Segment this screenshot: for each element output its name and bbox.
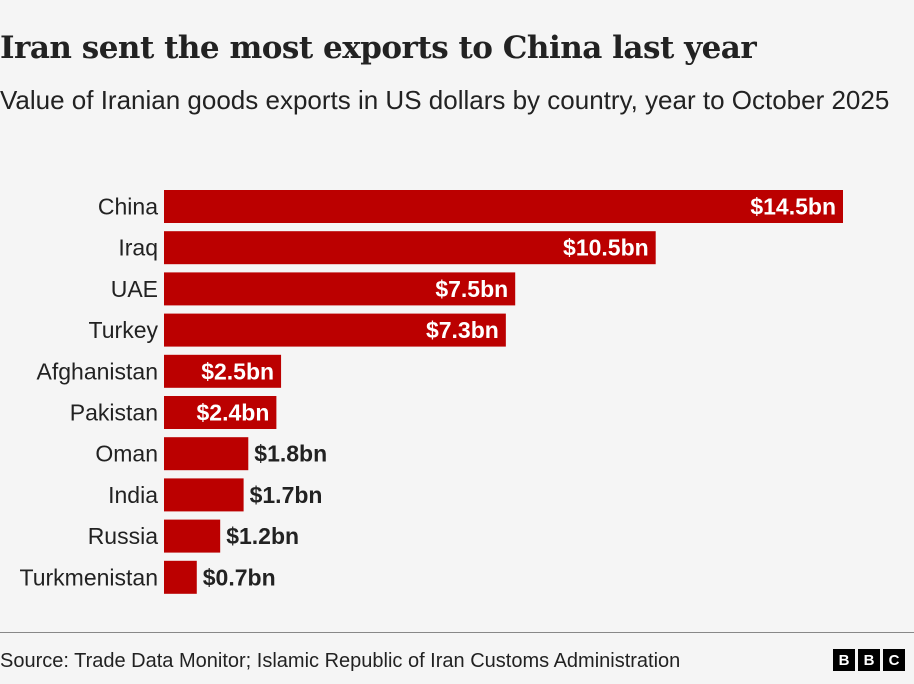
- bar-group: Oman $1.8bn: [95, 437, 327, 471]
- bar-group: India $1.7bn: [108, 478, 323, 512]
- source-note: Source: Trade Data Monitor; Islamic Repu…: [0, 650, 681, 672]
- bar-group: UAE $7.5bn: [111, 272, 516, 306]
- category-label: Turkey: [89, 317, 159, 343]
- data-label: $7.5bn: [435, 276, 508, 302]
- category-label: Iraq: [118, 235, 158, 261]
- category-label: China: [98, 194, 158, 220]
- bar: [164, 272, 516, 306]
- bar-group: Turkey $7.3bn: [89, 313, 506, 347]
- category-label: Russia: [88, 523, 159, 549]
- bbc-logo-letter: B: [858, 649, 880, 671]
- category-label: UAE: [111, 276, 158, 302]
- bar-group: China $14.5bn: [98, 190, 843, 223]
- data-label: $2.4bn: [197, 400, 270, 426]
- bar-chart: China $14.5bn Iraq $10.5bn UAE $7.5bn Turkey $7…: [20, 190, 843, 594]
- bar: [164, 313, 506, 347]
- bar: [164, 354, 282, 388]
- bar-group: Afghanistan $2.5bn: [37, 354, 282, 388]
- data-label: $0.7bn: [203, 564, 276, 590]
- bbc-logo-icon: B B C: [833, 649, 905, 671]
- bar: [164, 190, 843, 223]
- data-label: $1.2bn: [226, 523, 299, 549]
- data-label: $1.7bn: [250, 482, 323, 508]
- chart-subtitle: Value of Iranian goods exports in US dol…: [0, 85, 890, 115]
- category-label: India: [108, 482, 158, 508]
- data-label: $7.3bn: [426, 317, 499, 343]
- footer-divider: [0, 632, 914, 633]
- bar: [164, 231, 656, 265]
- category-label: Turkmenistan: [20, 564, 158, 590]
- bar: [164, 560, 197, 594]
- bbc-logo-letter: B: [833, 649, 855, 671]
- bar-group: Russia $1.2bn: [88, 519, 299, 553]
- category-label: Oman: [95, 441, 158, 467]
- bar: [164, 396, 277, 429]
- bar-group: Pakistan $2.4bn: [70, 396, 277, 429]
- bar: [164, 478, 244, 512]
- bar-group: Turkmenistan $0.7bn: [20, 560, 276, 594]
- category-label: Afghanistan: [37, 358, 158, 384]
- data-label: $14.5bn: [750, 194, 836, 220]
- bbc-logo-letter: C: [883, 649, 905, 671]
- data-label: $2.5bn: [201, 358, 274, 384]
- chart-title: Iran sent the most exports to China last…: [0, 30, 757, 66]
- bar: [164, 437, 249, 471]
- bar-group: Iraq $10.5bn: [118, 231, 656, 265]
- data-label: $1.8bn: [254, 441, 327, 467]
- data-label: $10.5bn: [563, 235, 649, 261]
- bar: [164, 519, 221, 553]
- category-label: Pakistan: [70, 400, 158, 426]
